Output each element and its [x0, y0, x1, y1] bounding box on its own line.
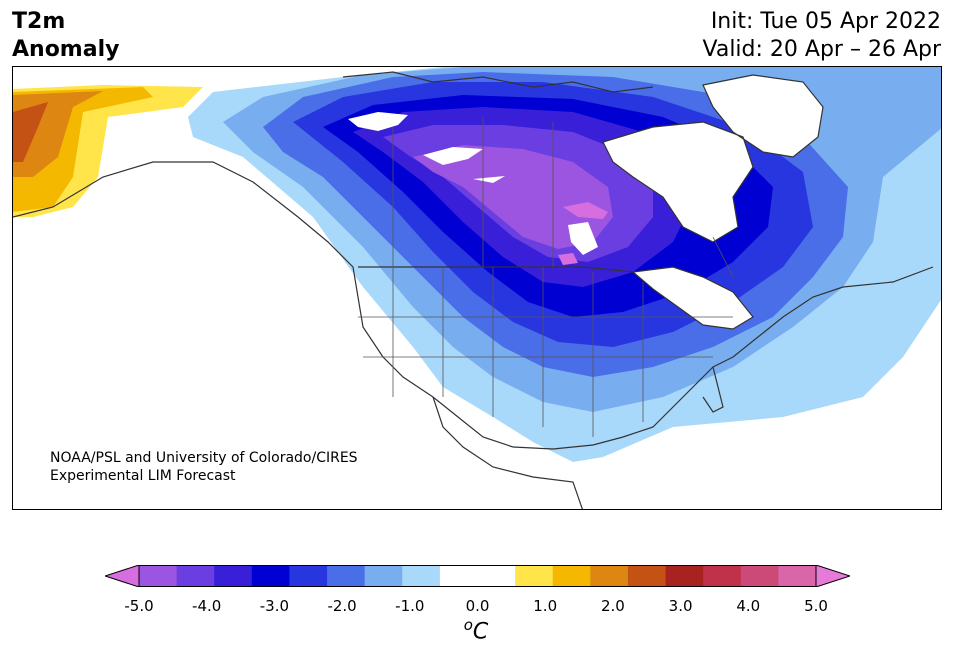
colorbar [105, 565, 850, 587]
arctic-islands [342, 71, 654, 93]
map-title: T2m Anomaly [12, 8, 119, 64]
colorbar-tick-label: -4.0 [192, 597, 222, 615]
cold-zone-10 [558, 253, 578, 265]
colorbar-tick-label: 1.0 [533, 597, 558, 615]
white-patch-2 [423, 147, 483, 165]
west-coast [13, 161, 514, 448]
colorbar-cell [515, 565, 554, 587]
colorbar-tick-label: 2.0 [600, 597, 625, 615]
credit-line-1: NOAA/PSL and University of Colorado/CIRE… [50, 450, 358, 466]
colorbar-cell [740, 565, 779, 587]
unit-superscript: o [463, 616, 473, 634]
unit-base: C [472, 619, 489, 645]
colorbar-cell [703, 565, 742, 587]
colorbar-ticks: -5.0 -4.0 -3.0 -2.0 -1.0 0.0 1.0 2.0 3.0 4.0 5.0 [0, 597, 953, 617]
colorbar-cell [402, 565, 441, 587]
colorbar-tick-label: -1.0 [395, 597, 425, 615]
colorbar-unit: oC [464, 616, 489, 644]
colorbar-cell [778, 565, 817, 587]
florida [702, 366, 724, 413]
init-date: Init: Tue 05 Apr 2022 [710, 9, 941, 34]
colorbar-cell [477, 565, 516, 587]
white-patch-1 [348, 112, 408, 131]
colorbar-extend-low [105, 565, 140, 587]
colorbar-cell [665, 565, 704, 587]
colorbar-cell [139, 565, 178, 587]
colorbar-tick-label: 0.0 [465, 597, 490, 615]
mexico-coast [432, 396, 583, 509]
colorbar-cell [289, 565, 328, 587]
title-line-2: Anomaly [12, 37, 120, 62]
colorbar-extend-high [815, 565, 850, 587]
colorbar-cell [439, 565, 478, 587]
valid-date: Valid: 20 Apr – 26 Apr [702, 37, 942, 62]
colorbar-tick-label: -2.0 [327, 597, 357, 615]
hudson-bay [603, 122, 753, 242]
colorbar-cells [105, 565, 850, 587]
map-canvas [13, 67, 941, 509]
date-header: Init: Tue 05 Apr 2022 Valid: 20 Apr – 26… [703, 8, 942, 64]
colorbar-cell [214, 565, 253, 587]
cold-zone-9 [563, 202, 608, 219]
colorbar-cell [327, 565, 366, 587]
colorbar-tick-label: -3.0 [259, 597, 290, 615]
white-patch-4 [568, 222, 598, 255]
colorbar-border [138, 565, 817, 587]
great-lakes-outline [631, 266, 754, 330]
credit-line-2: Experimental LIM Forecast [50, 468, 236, 484]
credit-text: NOAA/PSL and University of Colorado/CIRE… [50, 449, 358, 485]
anomaly-map: NOAA/PSL and University of Colorado/CIRE… [12, 66, 942, 510]
colorbar-tick-label: -5.0 [124, 597, 154, 615]
colorbar-cell [251, 565, 290, 587]
colorbar-cell [627, 565, 667, 587]
colorbar-cell [590, 565, 629, 587]
great-lakes [633, 267, 753, 329]
colorbar-tick-label: 3.0 [668, 597, 693, 615]
greenland-outline [702, 74, 824, 158]
us-canada-border [358, 266, 634, 273]
warm-zone-red [13, 102, 48, 162]
colorbar-cell [176, 565, 215, 587]
title-line-1: T2m [12, 9, 66, 34]
colorbar-cell [552, 565, 591, 587]
state-borders [358, 117, 734, 437]
cold-zone-8 [413, 145, 613, 249]
hudson-coast [602, 121, 754, 243]
colorbar-tick-label: 5.0 [804, 597, 828, 615]
colorbar-cell [364, 565, 403, 587]
greenland [703, 75, 823, 157]
coastlines [13, 71, 934, 509]
white-patch-3 [473, 176, 505, 183]
colorbar-tick-label: 4.0 [736, 597, 761, 615]
